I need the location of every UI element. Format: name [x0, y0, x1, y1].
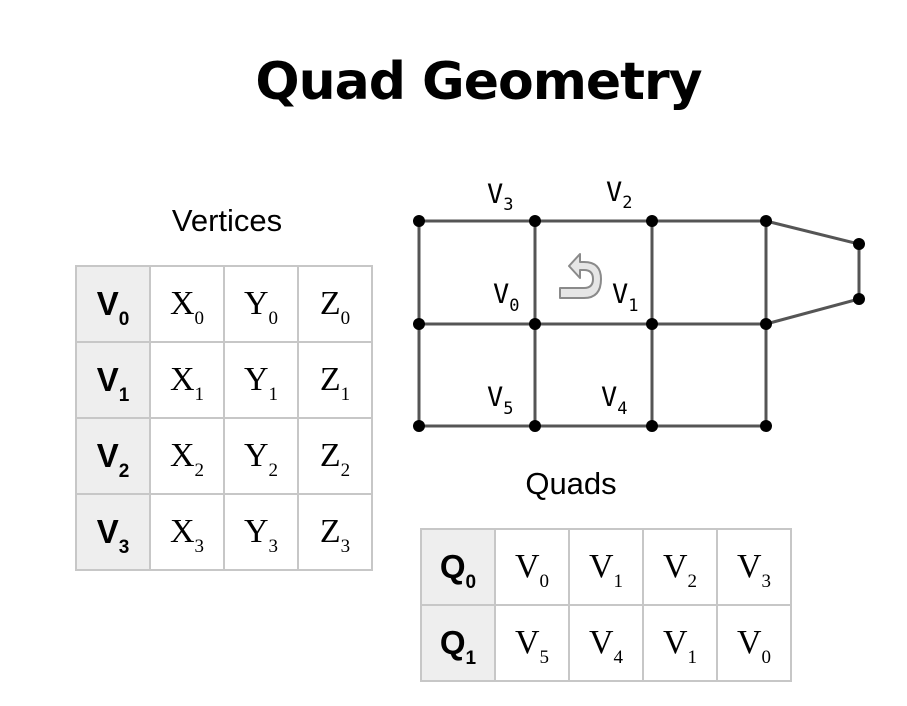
mesh-vertex [529, 215, 541, 227]
quads-title: Quads [525, 466, 617, 501]
coordinate-cell: Z0 [297, 265, 373, 343]
quad-vertex-cell: V1 [568, 528, 644, 606]
coordinate-cell: X0 [149, 265, 225, 343]
table-row: V3 X3 Y3 Z3 [75, 493, 373, 571]
mesh-vertex [760, 215, 772, 227]
table-row: V2 X2 Y2 Z2 [75, 417, 373, 495]
coordinate-cell: X2 [149, 417, 225, 495]
mesh-vertex-label: V0 [493, 279, 520, 316]
mesh-edges [417, 219, 861, 428]
quad-vertex-cell: V3 [716, 528, 792, 606]
coordinate-cell: Y0 [223, 265, 299, 343]
mesh-vertex-label: V2 [606, 177, 633, 213]
mesh-vertex [760, 318, 772, 330]
mesh-vertex [413, 215, 425, 227]
mesh-vertex [646, 318, 658, 330]
mesh-vertex-label: V1 [612, 279, 639, 316]
mesh-vertex [646, 420, 658, 432]
coordinate-cell: Z2 [297, 417, 373, 495]
vertex-name-cell: V0 [75, 265, 151, 343]
coordinate-cell: Y2 [223, 417, 299, 495]
counterclockwise-arrow-icon [559, 253, 602, 299]
mesh-vertex-label: V5 [487, 382, 514, 419]
quad-vertex-cell: V2 [642, 528, 718, 606]
coordinate-cell: Y3 [223, 493, 299, 571]
vertices-table: V0 X0 Y0 Z0 V1 X1 Y1 Z1 V2 X2 Y2 Z2 V3 X… [75, 265, 373, 571]
mesh-vertex-label: V4 [601, 382, 628, 419]
coordinate-cell: X3 [149, 493, 225, 571]
quad-vertex-cell: V0 [716, 604, 792, 682]
coordinate-cell: Z1 [297, 341, 373, 419]
mesh-vertices [413, 215, 865, 432]
vertex-name-cell: V1 [75, 341, 151, 419]
vertices-title: Vertices [171, 203, 283, 238]
quads-table: Q0 V0 V1 V2 V3 Q1 V5 V4 V1 V0 [420, 528, 792, 682]
table-row: V0 X0 Y0 Z0 [75, 265, 373, 343]
mesh-edge [765, 219, 861, 326]
page-title: Quad Geometry [255, 52, 702, 112]
mesh-vertex [529, 420, 541, 432]
mesh-vertex [413, 318, 425, 330]
mesh-vertex [853, 293, 865, 305]
table-row: Q0 V0 V1 V2 V3 [420, 528, 792, 606]
table-row: Q1 V5 V4 V1 V0 [420, 604, 792, 682]
quad-name-cell: Q0 [420, 528, 496, 606]
mesh-vertex [760, 420, 772, 432]
quad-vertex-cell: V4 [568, 604, 644, 682]
quad-vertex-cell: V5 [494, 604, 570, 682]
vertex-name-cell: V3 [75, 493, 151, 571]
vertex-name-cell: V2 [75, 417, 151, 495]
mesh-vertex [413, 420, 425, 432]
mesh-vertex [853, 238, 865, 250]
quad-vertex-cell: V1 [642, 604, 718, 682]
coordinate-cell: Z3 [297, 493, 373, 571]
quad-name-cell: Q1 [420, 604, 496, 682]
coordinate-cell: Y1 [223, 341, 299, 419]
table-row: V1 X1 Y1 Z1 [75, 341, 373, 419]
mesh-vertex-label: V3 [487, 179, 514, 215]
mesh-vertex [529, 318, 541, 330]
coordinate-cell: X1 [149, 341, 225, 419]
mesh-vertex [646, 215, 658, 227]
quad-vertex-cell: V0 [494, 528, 570, 606]
